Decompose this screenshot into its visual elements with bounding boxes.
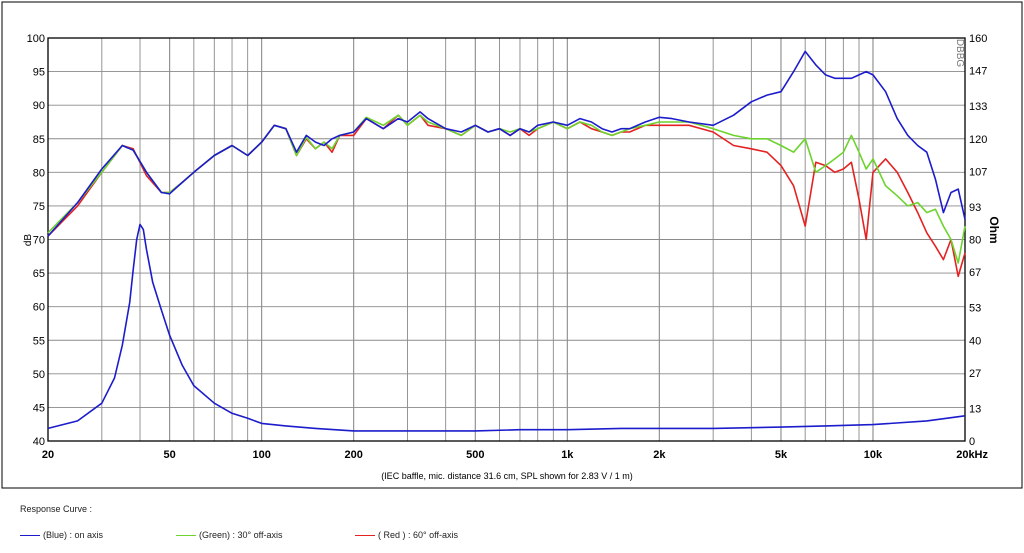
y-tick-label-right: 160 — [969, 33, 987, 45]
y-axis-label-left: dB — [23, 234, 34, 247]
y-tick-label-left: 80 — [33, 167, 45, 179]
y-tick-label-left: 60 — [33, 302, 45, 314]
y-tick-label-left: 55 — [33, 335, 45, 347]
y-tick-label-right: 0 — [969, 436, 975, 448]
right-axis-badge: DBBG — [954, 39, 965, 68]
y-tick-label-left: 50 — [33, 369, 45, 381]
y-tick-label-left: 70 — [33, 235, 45, 247]
y-tick-label-right: 13 — [969, 403, 981, 415]
y-tick-label-right: 133 — [969, 101, 987, 113]
x-tick-label: 20kHz — [956, 449, 988, 461]
y-tick-label-left: 40 — [33, 436, 45, 448]
x-tick-label: 200 — [344, 449, 362, 461]
legend-item-red: ( Red ) : 60° off-axis — [355, 529, 458, 541]
y-tick-label-right: 40 — [969, 335, 981, 347]
y-axis-label-right: Ohm — [987, 216, 1001, 243]
legend-swatch-red — [355, 534, 375, 536]
x-tick-label: 50 — [164, 449, 176, 461]
legend-label-green: (Green) : 30° off-axis — [199, 530, 283, 540]
x-tick-label: 1k — [561, 449, 574, 461]
y-tick-label-left: 45 — [33, 402, 45, 414]
y-tick-label-right: 107 — [969, 166, 987, 178]
series-line-0 — [47, 50, 966, 237]
legend: Response Curve : (Blue) : on axis (Green… — [0, 492, 1024, 552]
y-tick-label-right: 120 — [969, 134, 987, 146]
plot-border — [47, 37, 966, 442]
y-tick-label-right: 53 — [969, 303, 981, 315]
x-axis-ticks: 20 50 100 200 500 1k 2k 5k 10k 20kHz — [42, 449, 989, 461]
x-tick-label: 10k — [864, 449, 883, 461]
right-axis-ticks: 160 147 133 120 107 93 80 67 53 40 27 13 0 — [969, 33, 987, 448]
y-tick-label-left: 65 — [33, 268, 45, 280]
y-tick-label-left: 95 — [33, 67, 45, 79]
grid — [48, 38, 965, 441]
y-tick-label-right: 67 — [969, 267, 981, 279]
x-tick-label: 100 — [252, 449, 270, 461]
legend-title: Response Curve : — [20, 504, 93, 514]
series-group — [47, 50, 966, 432]
legend-label-red: ( Red ) : 60° off-axis — [378, 530, 458, 540]
left-axis-ticks: 100 95 90 85 80 75 70 65 60 55 50 45 40 — [27, 33, 45, 448]
frequency-response-chart: 100 95 90 85 80 75 70 65 60 55 50 45 40 160 147 133 120… — [1, 1, 1023, 489]
x-tick-label: 2k — [653, 449, 666, 461]
y-tick-label-right: 147 — [969, 66, 987, 78]
y-tick-label-right: 93 — [969, 202, 981, 214]
y-tick-label-left: 90 — [33, 100, 45, 112]
x-tick-label: 5k — [775, 449, 788, 461]
chart-frame — [1, 1, 1023, 489]
legend-label-blue: (Blue) : on axis — [43, 530, 104, 540]
y-tick-label-right: 80 — [969, 235, 981, 247]
x-tick-label: 500 — [466, 449, 484, 461]
x-tick-label: 20 — [42, 449, 54, 461]
y-tick-label-left: 85 — [33, 134, 45, 146]
legend-item-blue: (Blue) : on axis — [20, 529, 103, 541]
y-tick-label-left: 75 — [33, 201, 45, 213]
legend-swatch-green — [176, 534, 196, 536]
legend-item-green: (Green) : 30° off-axis — [176, 529, 282, 541]
impedance-curve — [47, 223, 966, 432]
legend-swatch-blue — [20, 534, 40, 536]
y-tick-label-right: 27 — [969, 368, 981, 380]
measurement-note: (IEC baffle, mic. distance 31.6 cm, SPL … — [381, 471, 633, 481]
y-tick-label-left: 100 — [27, 33, 45, 45]
